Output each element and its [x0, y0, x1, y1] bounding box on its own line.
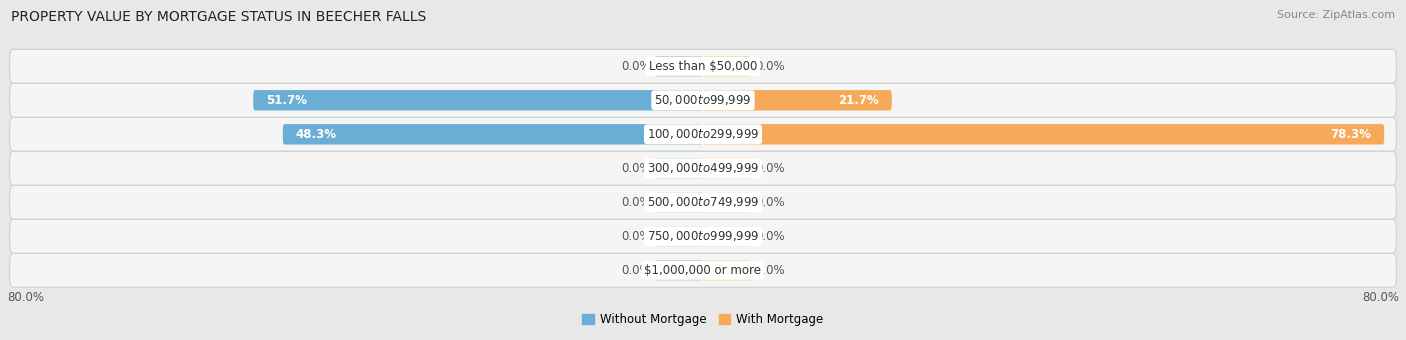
Text: 0.0%: 0.0%: [755, 230, 785, 243]
FancyBboxPatch shape: [655, 56, 703, 76]
Text: $750,000 to $999,999: $750,000 to $999,999: [647, 229, 759, 243]
Text: $300,000 to $499,999: $300,000 to $499,999: [647, 161, 759, 175]
Text: 0.0%: 0.0%: [755, 196, 785, 209]
Text: 48.3%: 48.3%: [295, 128, 337, 141]
Text: 21.7%: 21.7%: [838, 94, 879, 107]
FancyBboxPatch shape: [703, 90, 891, 110]
FancyBboxPatch shape: [10, 219, 1396, 253]
FancyBboxPatch shape: [703, 192, 751, 212]
Text: PROPERTY VALUE BY MORTGAGE STATUS IN BEECHER FALLS: PROPERTY VALUE BY MORTGAGE STATUS IN BEE…: [11, 10, 426, 24]
Text: 80.0%: 80.0%: [7, 291, 44, 304]
Text: 0.0%: 0.0%: [621, 162, 651, 175]
Text: $100,000 to $299,999: $100,000 to $299,999: [647, 127, 759, 141]
Text: 0.0%: 0.0%: [755, 162, 785, 175]
Text: $500,000 to $749,999: $500,000 to $749,999: [647, 195, 759, 209]
Text: 0.0%: 0.0%: [755, 264, 785, 277]
Text: 0.0%: 0.0%: [621, 264, 651, 277]
Text: $1,000,000 or more: $1,000,000 or more: [644, 264, 762, 277]
Text: Less than $50,000: Less than $50,000: [648, 60, 758, 73]
FancyBboxPatch shape: [10, 151, 1396, 185]
FancyBboxPatch shape: [703, 226, 751, 246]
Text: 0.0%: 0.0%: [621, 196, 651, 209]
FancyBboxPatch shape: [10, 253, 1396, 287]
Text: 0.0%: 0.0%: [621, 60, 651, 73]
Legend: Without Mortgage, With Mortgage: Without Mortgage, With Mortgage: [578, 309, 828, 331]
FancyBboxPatch shape: [253, 90, 703, 110]
FancyBboxPatch shape: [655, 158, 703, 178]
Text: 51.7%: 51.7%: [266, 94, 307, 107]
Text: Source: ZipAtlas.com: Source: ZipAtlas.com: [1277, 10, 1395, 20]
Text: 0.0%: 0.0%: [621, 230, 651, 243]
FancyBboxPatch shape: [703, 260, 751, 280]
FancyBboxPatch shape: [655, 192, 703, 212]
FancyBboxPatch shape: [10, 49, 1396, 83]
FancyBboxPatch shape: [10, 83, 1396, 117]
FancyBboxPatch shape: [10, 185, 1396, 219]
FancyBboxPatch shape: [703, 124, 1384, 144]
FancyBboxPatch shape: [703, 158, 751, 178]
Text: 0.0%: 0.0%: [755, 60, 785, 73]
FancyBboxPatch shape: [703, 56, 751, 76]
FancyBboxPatch shape: [283, 124, 703, 144]
Text: 80.0%: 80.0%: [1362, 291, 1399, 304]
FancyBboxPatch shape: [655, 226, 703, 246]
FancyBboxPatch shape: [655, 260, 703, 280]
Text: 78.3%: 78.3%: [1330, 128, 1371, 141]
Text: $50,000 to $99,999: $50,000 to $99,999: [654, 93, 752, 107]
FancyBboxPatch shape: [10, 117, 1396, 151]
